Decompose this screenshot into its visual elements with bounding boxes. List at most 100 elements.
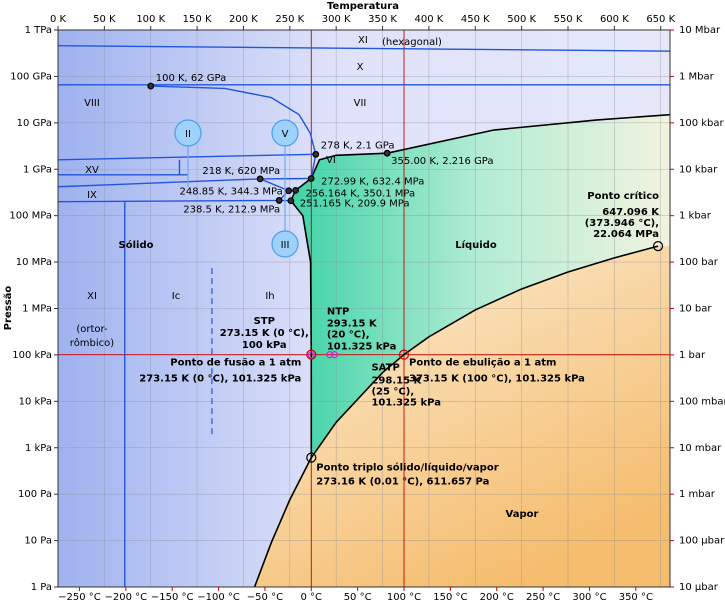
data-point (306, 452, 317, 463)
data-point (306, 349, 317, 360)
region-label: VIII (84, 98, 100, 109)
x2-tick-label: −100 °C (197, 592, 240, 603)
region-label: Vapor (506, 509, 539, 520)
data-point (312, 150, 320, 158)
x2-tick-label: −250 °C (58, 592, 101, 603)
region-label: rômbico) (70, 337, 114, 349)
x-tick-label: 400 K (414, 14, 443, 25)
phase-boundary (57, 153, 316, 161)
y-tick-label: 100 Pa (18, 489, 52, 500)
phase-badge (271, 119, 299, 147)
y-tick-label: 1 MPa (22, 304, 52, 315)
y2-tick-label: 1 Mbar (679, 71, 715, 82)
point-label: SATP (371, 363, 399, 374)
point-label: 273.15 K (0 °C), (220, 328, 309, 339)
region-label: VI (326, 155, 336, 166)
region-label: XI (358, 35, 368, 46)
region-label: Ih (265, 291, 274, 302)
point-label: 273.16 K (0.01 °C), 611.657 Pa (316, 477, 489, 488)
data-point (287, 197, 295, 205)
phase-boundary (150, 85, 317, 155)
y-tick-label: 100 MPa (9, 211, 52, 222)
data-point (383, 149, 391, 157)
point-label: NTP (327, 307, 350, 318)
point-label: (373.946 °C), (585, 218, 659, 229)
point-label: 293.15 K (327, 319, 378, 330)
point-label: 100 kPa (242, 340, 287, 351)
x-tick-label: 50 K (93, 14, 116, 25)
y2-tick-label: 100 bar (679, 257, 719, 268)
y-tick-label: 10 Pa (24, 536, 52, 547)
x2-tick-label: 300 °C (572, 592, 606, 603)
y2-tick-label: 100 kbar (679, 118, 725, 129)
phase-badge-label: III (281, 240, 290, 251)
phase-boundary (253, 457, 313, 588)
x-tick-label: 650 K (646, 14, 675, 25)
x-tick-label: 0 K (50, 14, 67, 25)
region-label: Ic (172, 291, 180, 302)
point-label: STP (254, 316, 275, 327)
data-point (307, 175, 315, 182)
y2-tick-label: 1 mbar (679, 489, 716, 500)
y2-tick-label: 10 μbar (679, 582, 719, 593)
y-tick-label: 1 Pa (31, 582, 52, 593)
data-point (147, 82, 155, 90)
region-label: (hexagonal) (382, 37, 442, 48)
data-point (330, 351, 339, 359)
x2-tick-label: 0 °C (301, 592, 323, 603)
point-label: 273.15 K (0 °C), 101.325 kPa (139, 374, 301, 385)
point-label: 248.85 K, 344.3 MPa (180, 187, 283, 198)
phase-boundary (57, 44, 671, 52)
x2-tick-label: 150 °C (433, 592, 467, 603)
point-label: 272.99 K, 632.4 MPa (321, 176, 424, 187)
data-point (652, 241, 664, 252)
phase-boundary (310, 154, 317, 179)
x2-tick-label: 50 °C (344, 592, 372, 603)
point-label: 647.096 K (602, 207, 660, 218)
point-label: 373.15 K (100 °C), 101.325 kPa (409, 374, 585, 385)
point-label: 218 K, 620 MPa (202, 166, 280, 177)
phase-boundary (310, 245, 659, 459)
phase-regions (254, 114, 670, 587)
x-tick-label: 250 K (275, 14, 304, 25)
region-label: VII (354, 98, 367, 109)
y2-tick-label: 10 kbar (679, 164, 718, 175)
x-axis-title: Temperatura (327, 1, 399, 12)
x-tick-label: 350 K (368, 14, 397, 25)
y-tick-label: 1 TPa (25, 25, 52, 36)
x-tick-label: 600 K (600, 14, 629, 25)
x2-tick-label: 350 °C (619, 592, 653, 603)
point-label: 22.064 MPa (593, 229, 659, 240)
region-label: X (357, 62, 364, 73)
x-tick-label: 150 K (183, 14, 212, 25)
data-point (285, 187, 293, 195)
point-label: 251.165 K, 209.9 MPa (300, 199, 410, 210)
region-label: XI (87, 291, 97, 302)
region-label: Líquido (455, 239, 497, 251)
x2-tick-label: 200 °C (480, 592, 514, 603)
point-label: (25 °C), (371, 387, 414, 398)
x-tick-label: 100 K (136, 14, 165, 25)
phase-badge-label: V (282, 129, 289, 140)
point-label: Ponto de fusão a 1 atm (170, 358, 301, 369)
x2-tick-label: 250 °C (526, 592, 560, 603)
phase-badge (174, 119, 202, 147)
point-label: Ponto crítico (587, 190, 659, 202)
y-tick-label: 10 MPa (16, 257, 52, 268)
data-point (326, 351, 334, 359)
point-label: Ponto triplo sólido/líquido/vapor (316, 462, 498, 474)
data-point (256, 175, 264, 183)
y2-tick-label: 10 Mbar (679, 25, 721, 36)
point-label: 256.164 K, 350.1 MPa (306, 188, 416, 199)
y-axis-title: Pressão (3, 286, 14, 331)
x-tick-label: 450 K (461, 14, 490, 25)
point-label: 278 K, 2.1 GPa (321, 140, 395, 151)
point-label: 101.325 kPa (371, 398, 441, 409)
region-label: (ortor- (76, 324, 108, 335)
point-label: 238.5 K, 212.9 MPa (183, 204, 280, 215)
y2-tick-label: 100 mbar (679, 396, 725, 407)
y-tick-label: 100 GPa (10, 71, 52, 82)
point-label: 101.325 kPa (327, 342, 397, 353)
x-tick-label: 300 K (322, 14, 351, 25)
